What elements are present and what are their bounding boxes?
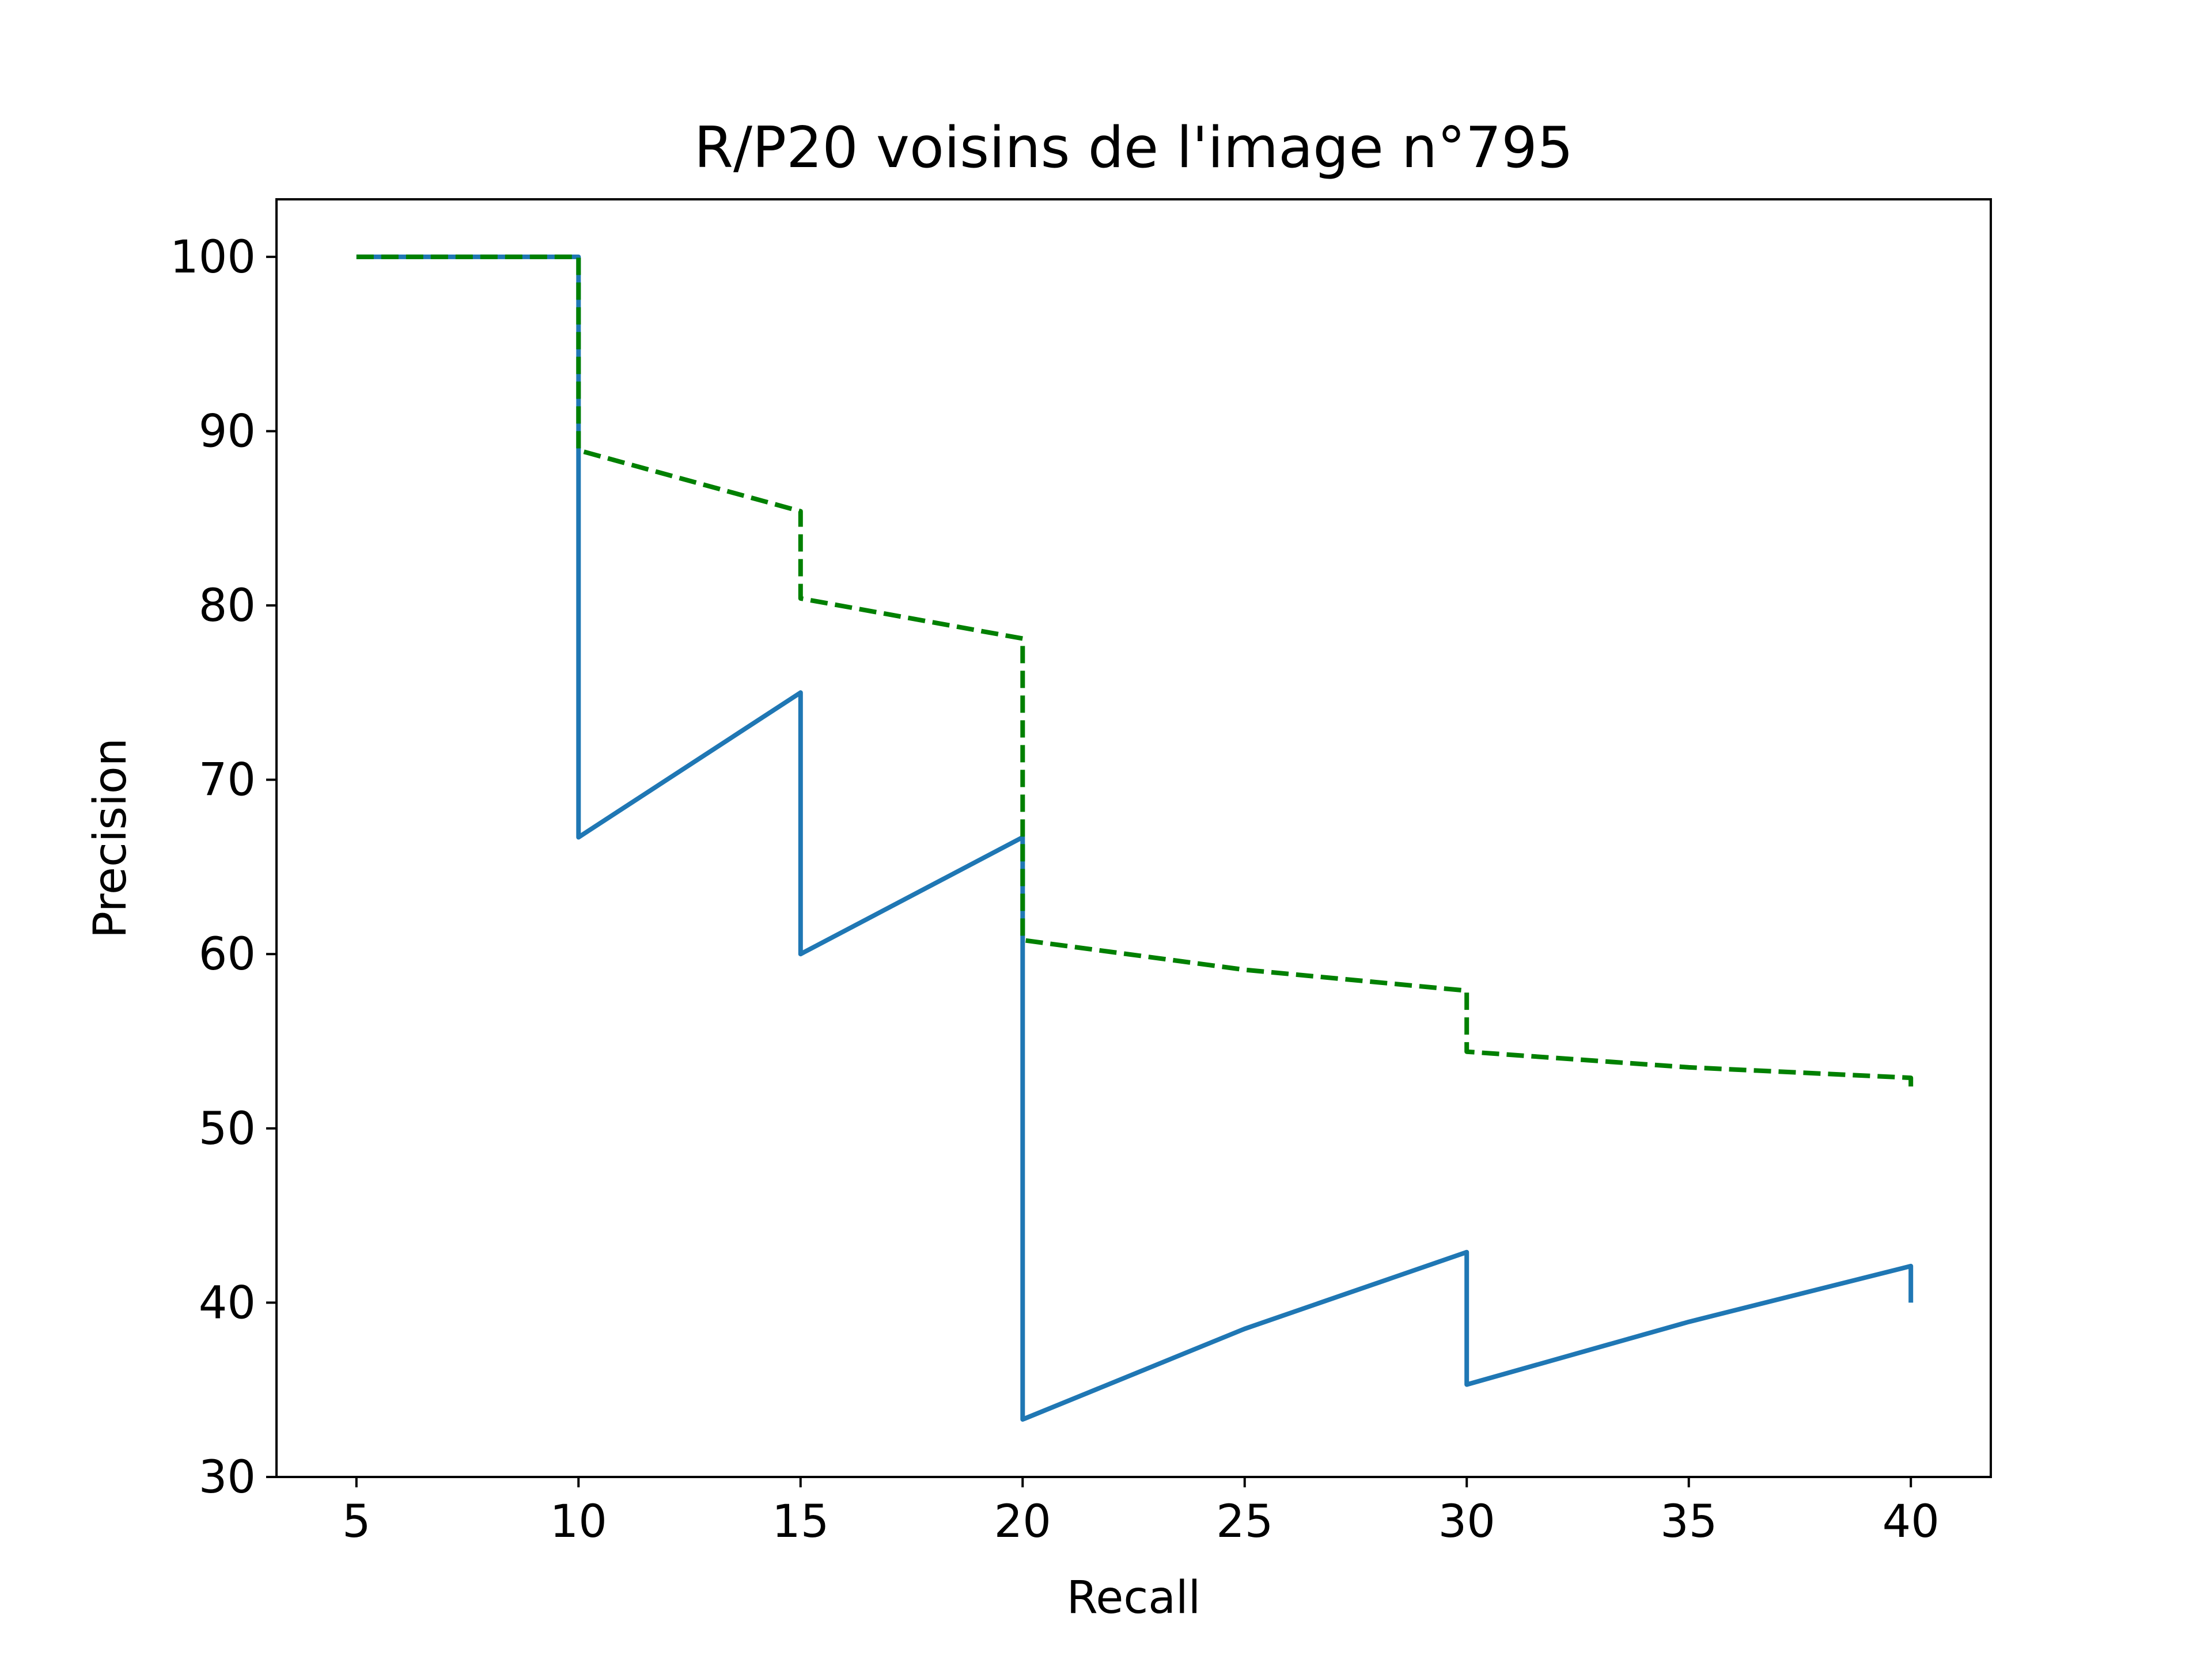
y-tick-label: 70: [199, 755, 256, 806]
y-tick-label: 50: [199, 1103, 256, 1155]
y-tick-label: 100: [170, 232, 256, 283]
y-tick-label: 30: [199, 1452, 256, 1503]
x-tick-label: 10: [550, 1496, 607, 1548]
x-tick-label: 30: [1438, 1496, 1495, 1548]
x-tick-label: 25: [1216, 1496, 1273, 1548]
series-layer: [356, 254, 1914, 1422]
ticks-layer: 5 10 15 20 25 30 35 40 30 40 50 60 70 80 90 100: [170, 232, 1940, 1548]
chart-title: R/P20 voisins de l'image n°795: [694, 115, 1573, 181]
x-tick-label: 35: [1660, 1496, 1717, 1548]
x-axis-label: Recall: [1067, 1572, 1201, 1624]
y-axis-label: Precision: [85, 738, 137, 938]
series-line-dashed-green: [356, 254, 1914, 1087]
x-tick-label: 5: [342, 1496, 371, 1548]
x-tick-label: 40: [1883, 1496, 1940, 1548]
series-line-solid-blue: [356, 254, 1914, 1422]
x-tick-label: 15: [772, 1496, 829, 1548]
y-tick-label: 60: [199, 929, 256, 980]
plot-frame: [275, 198, 1992, 1478]
x-tick-label: 20: [994, 1496, 1051, 1548]
y-tick-label: 80: [199, 580, 256, 632]
plot-area: [276, 199, 1991, 1477]
y-tick-label: 40: [199, 1277, 256, 1329]
y-tick-label: 90: [199, 406, 256, 457]
